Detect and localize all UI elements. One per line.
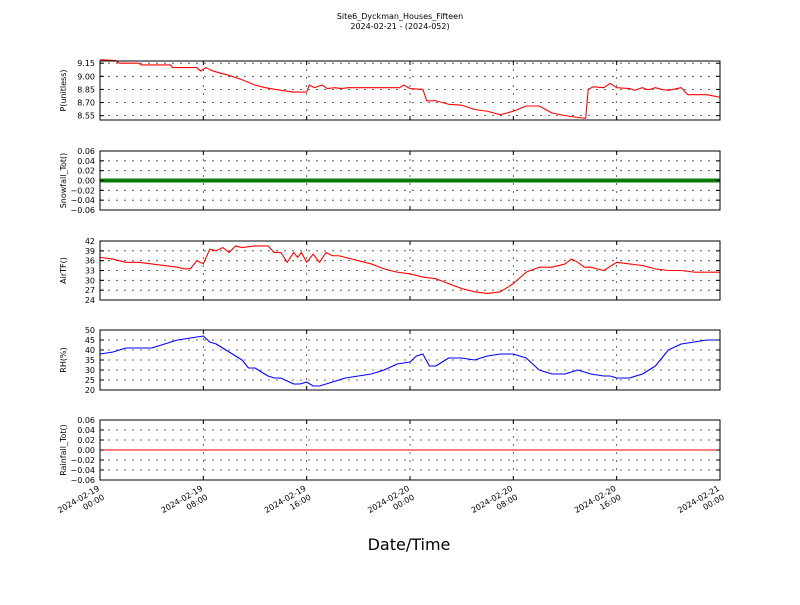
y-axis-label: RH(%) [59,347,68,372]
y-tick-label: −0.04 [70,196,95,205]
y-tick-label: 8.55 [77,112,95,121]
y-tick-label: 0.04 [77,426,95,435]
y-tick-label: 0.00 [77,446,95,455]
y-axis-label: P(unitless) [59,69,68,111]
y-tick-label: 8.85 [77,85,95,94]
chart-subtitle: 2024-02-21 - (2024-052) [350,22,449,31]
panel-1: 9.15 9.00 8.85 8.70 8.55 P(unitless) [59,59,721,121]
x-tick-label: 2024-02-2100:00 [676,484,726,524]
y-tick-label: 45 [85,336,95,345]
x-tick-labels: 2024-02-1900:00 2024-02-1908:00 2024-02-19… [56,484,726,524]
y-tick-label: 9.15 [77,59,95,68]
series-line [99,59,721,119]
y-tick-label: −0.06 [70,476,95,485]
y-tick-label: 0.02 [77,436,95,445]
y-tick-label: −0.02 [70,186,95,195]
y-tick-label: 42 [85,237,95,246]
y-tick-label: 35 [85,356,95,365]
x-tick-label: 2024-02-2016:00 [573,484,623,524]
x-tick-label: 2024-02-1916:00 [263,484,313,524]
y-tick-label: 36 [85,257,95,266]
y-tick-label: 8.70 [77,99,95,108]
panel-5: 0.060.040.020.00−0.02−0.04−0.06Rainfall_… [59,416,721,485]
y-tick-label: 27 [85,286,95,295]
y-tick-label: 20 [85,386,95,395]
x-tick-label: 2024-02-2000:00 [366,484,416,524]
y-tick-label: 30 [85,366,95,375]
y-tick-label: 40 [85,346,95,355]
y-tick-label: 0.00 [77,177,95,186]
y-tick-label: 0.02 [77,167,95,176]
y-tick-label: 0.04 [77,157,95,166]
y-axis-label: AirTF() [59,257,68,284]
series-line [99,245,720,294]
y-tick-label: 0.06 [77,416,95,425]
y-tick-label: 50 [85,326,95,335]
y-tick-label: −0.06 [70,206,95,215]
y-tick-label: 9.00 [77,72,95,81]
y-tick-label: 39 [85,247,95,256]
y-tick-label: 33 [85,267,95,276]
x-tick-label: 2024-02-2008:00 [470,484,520,524]
x-tick-label: 2024-02-1908:00 [160,484,210,524]
y-tick-label: 24 [85,296,95,305]
y-axis-label: Rainfall_Tot() [59,424,68,476]
panel-2: 0.060.040.020.00−0.02−0.04−0.06Snowfall_… [59,147,721,215]
y-axis-label: Snowfall_Tot() [59,153,68,209]
y-tick-label: −0.04 [70,466,95,475]
y-tick-label: −0.02 [70,456,95,465]
y-tick-label: 30 [85,276,95,285]
x-tick-label: 2024-02-1900:00 [56,484,106,524]
x-axis-label: Date/Time [368,535,451,554]
chart-title: Site6_Dyckman_Houses_Fifteen [337,12,463,21]
chart-panels: 9.159.008.858.708.55P(unitless)0.060.040… [59,59,721,485]
series-line [99,335,720,387]
y-tick-label: 25 [85,376,95,385]
y-tick-label: 0.06 [77,147,95,156]
